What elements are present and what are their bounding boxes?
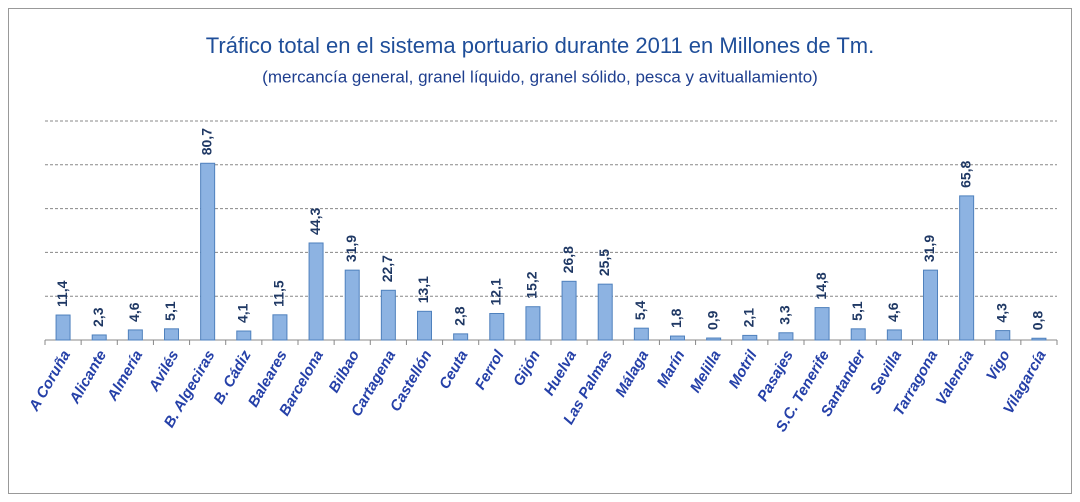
bar [814, 307, 830, 341]
value-label: 4,3 [993, 303, 1009, 323]
value-label: 31,9 [343, 235, 359, 262]
bar [706, 337, 722, 341]
value-label: 4,6 [126, 302, 142, 322]
bar [91, 334, 107, 341]
value-label: 2,8 [451, 306, 467, 326]
bar [923, 269, 938, 341]
value-label: 31,9 [921, 235, 937, 262]
chart-title: Tráfico total en el sistema portuario du… [206, 33, 875, 58]
bar [380, 289, 396, 341]
bar [995, 330, 1011, 341]
value-label: 5,1 [162, 301, 178, 321]
bar [597, 283, 613, 341]
bar [633, 327, 649, 341]
value-label: 11,4 [54, 280, 70, 307]
value-label: 1,8 [668, 308, 684, 328]
value-label: 0,8 [1030, 311, 1046, 331]
bar [127, 329, 143, 341]
value-label: 13,1 [415, 276, 431, 303]
bar [344, 269, 360, 341]
value-label: 2,3 [90, 307, 106, 327]
bar [525, 306, 541, 341]
value-label: 2,1 [740, 308, 756, 328]
value-label: 3,3 [777, 305, 793, 325]
bar [164, 328, 179, 341]
value-label: 5,1 [849, 301, 865, 321]
chart-frame [8, 8, 1072, 494]
value-label: 25,5 [596, 249, 612, 276]
bar [886, 329, 902, 341]
value-label: 15,2 [524, 271, 540, 298]
value-label: 44,3 [307, 208, 323, 235]
value-label: 0,9 [704, 310, 720, 330]
value-label: 65,8 [957, 160, 973, 187]
bar [236, 330, 252, 341]
value-label: 14,8 [813, 272, 829, 299]
bar [959, 195, 975, 341]
bar [670, 335, 685, 341]
bar [778, 332, 794, 341]
bar [742, 334, 758, 341]
bar [200, 162, 216, 341]
value-label: 12,1 [487, 278, 503, 305]
bar [55, 314, 71, 341]
bar [489, 313, 505, 341]
value-label: 4,1 [234, 303, 250, 323]
chart-subtitle: (mercancía general, granel líquido, gran… [262, 67, 818, 86]
bar [272, 314, 288, 341]
bar [850, 328, 866, 341]
value-label: 80,7 [198, 128, 214, 155]
bar [453, 333, 469, 341]
value-label: 26,8 [560, 246, 576, 273]
bar [308, 242, 324, 341]
bar [417, 310, 432, 341]
value-label: 22,7 [379, 255, 395, 282]
value-label: 4,6 [885, 302, 901, 322]
bar [1031, 337, 1047, 341]
bar [561, 280, 577, 341]
value-label: 5,4 [632, 300, 648, 320]
value-label: 11,5 [271, 280, 287, 307]
